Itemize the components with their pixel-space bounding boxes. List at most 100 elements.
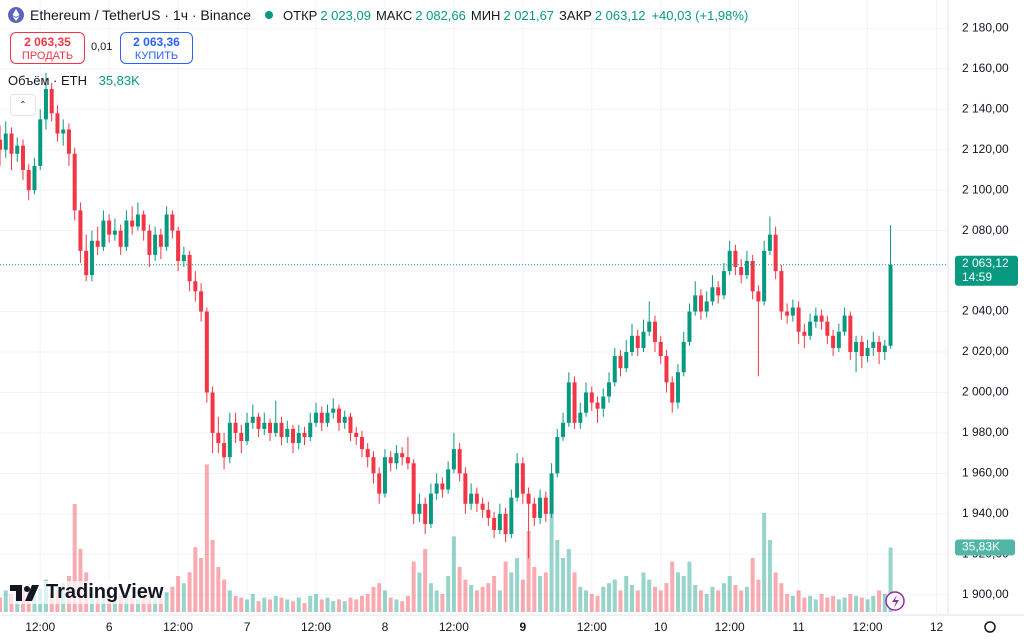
candle-body: [836, 331, 841, 348]
volume-bar: [72, 504, 77, 612]
volume-bar: [658, 590, 663, 612]
candle-body: [882, 345, 887, 353]
countdown: 14:59: [962, 270, 992, 284]
ohlc-label: ОТКР: [283, 7, 318, 23]
candle-body: [652, 321, 657, 342]
candle-body: [515, 463, 520, 498]
candle-body: [469, 493, 474, 504]
candle-body: [394, 453, 399, 464]
candle-body: [474, 493, 479, 504]
volume-bar: [716, 590, 721, 612]
volume-bar: [3, 590, 8, 612]
volume-bar: [497, 590, 502, 612]
candle-body: [658, 341, 663, 357]
candle-body: [20, 145, 25, 170]
volume-bar: [331, 601, 336, 612]
candle-body: [785, 311, 790, 316]
collapse-button[interactable]: ˆ: [10, 94, 36, 116]
volume-badge: [955, 539, 1015, 556]
volume-bar: [210, 540, 215, 612]
buy-button[interactable]: 2 063,36 КУПИТЬ: [120, 32, 193, 64]
sell-button[interactable]: 2 063,35 ПРОДАТЬ: [10, 32, 85, 64]
candle-body: [371, 457, 376, 474]
volume-bar: [187, 572, 192, 612]
x-tick-label: 12:00: [301, 620, 331, 634]
candle-body: [417, 503, 422, 514]
candle-body: [428, 493, 433, 524]
volume-bar: [595, 595, 600, 612]
volume-title: Объём · ETH: [8, 73, 87, 88]
volume-bar: [825, 597, 830, 612]
volume-bar: [486, 583, 491, 612]
candle-body: [716, 287, 721, 296]
price-axis-bg: [948, 0, 1024, 641]
y-tick-label: 2 080,00: [962, 223, 1009, 237]
volume-bar: [704, 594, 709, 612]
volume-bar: [767, 540, 772, 612]
volume-bar: [371, 586, 376, 612]
volume-bar: [382, 590, 387, 612]
candle-body: [61, 129, 66, 134]
volume-bar: [193, 547, 198, 612]
candle-body: [865, 347, 870, 357]
ohlc-label: ЗАКР: [559, 7, 592, 23]
candle-body: [55, 113, 60, 134]
volume-bar: [842, 597, 847, 612]
candle-body: [480, 503, 485, 510]
candle-body: [647, 321, 652, 332]
candle-body: [532, 503, 537, 518]
candle-body: [233, 422, 238, 433]
candle-body: [153, 234, 158, 255]
candle-body: [434, 483, 439, 494]
volume-bar: [635, 590, 640, 612]
volume-bar: [394, 599, 399, 612]
candle-body: [400, 453, 405, 458]
volume-bar: [871, 595, 876, 612]
volume-bar: [877, 590, 882, 612]
spread: 0,01: [91, 41, 113, 53]
candle-body: [268, 422, 273, 433]
candle-body: [704, 301, 709, 312]
volume-bar: [555, 540, 560, 612]
volume-bar: [630, 585, 634, 612]
x-tick-label: 12:00: [25, 620, 55, 634]
candle-body: [486, 509, 491, 518]
volume-bar: [365, 594, 370, 612]
candle-body: [561, 422, 566, 437]
candle-body: [693, 295, 698, 312]
volume-bar: [589, 594, 594, 612]
candle-body: [112, 230, 117, 235]
volume-bar: [532, 567, 537, 612]
candle-body: [26, 169, 31, 191]
candle-body: [641, 331, 646, 348]
volume-bar: [469, 585, 474, 612]
candle-body: [49, 89, 54, 114]
candle-body: [756, 291, 761, 302]
ohlc-value: 2 021,67: [503, 7, 555, 23]
candle-body: [451, 449, 456, 470]
volume-bar: [854, 595, 859, 612]
candle-body: [118, 230, 123, 247]
candle-body: [308, 422, 313, 437]
volume-bar: [78, 549, 83, 612]
volume-bar: [543, 572, 548, 612]
volume-bar: [549, 513, 554, 612]
candle-body: [78, 210, 83, 251]
candle-body: [66, 129, 71, 154]
volume-bar: [463, 579, 468, 612]
volume-bar: [739, 590, 744, 612]
candle-body: [767, 234, 772, 251]
candle-body: [595, 402, 600, 409]
y-tick-label: 1 960,00: [962, 466, 1009, 480]
volume-bar: [262, 597, 267, 612]
volume-bar: [848, 594, 853, 612]
volume-bar: [836, 599, 841, 612]
volume-bar: [664, 583, 669, 612]
candle-body: [314, 412, 318, 423]
volume-bar: [181, 583, 186, 612]
candle-body: [250, 416, 255, 423]
volume-bar: [721, 583, 726, 612]
volume-bar: [204, 464, 209, 612]
candle-body: [802, 331, 807, 336]
